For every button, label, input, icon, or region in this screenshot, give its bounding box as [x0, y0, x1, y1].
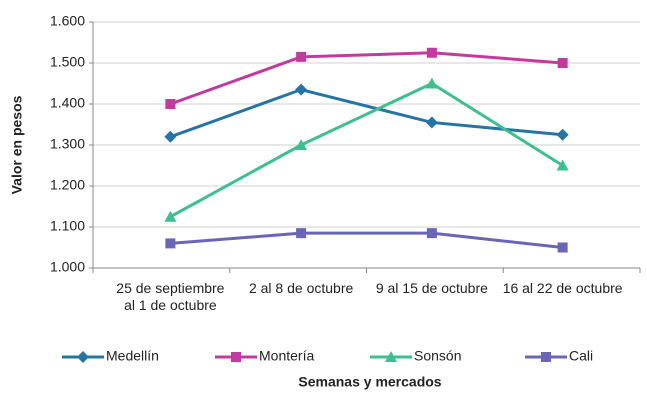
series-line: [169, 88, 563, 139]
marker: [296, 51, 307, 62]
marker: [165, 99, 176, 109]
marker: [165, 238, 176, 249]
y-axis-title: Valor en pesos: [9, 95, 25, 194]
marker: [425, 77, 438, 89]
marker: [556, 128, 569, 141]
marker: [164, 130, 177, 143]
x-tick-label: 16 al 22 de octubre: [502, 280, 623, 296]
y-tick-label: 1.300: [50, 136, 85, 152]
legend-label: Medellín: [106, 348, 159, 364]
marker: [426, 47, 437, 58]
y-tick-label: 1.400: [50, 95, 85, 111]
legend-label: Cali: [569, 348, 593, 364]
marker: [425, 116, 438, 129]
y-tick-label: 1.000: [50, 259, 85, 275]
marker: [296, 228, 307, 239]
y-tick-label: 1.200: [50, 177, 85, 193]
legend-label: Montería: [259, 348, 314, 364]
x-tick-label: 2 al 8 de octubre: [248, 280, 354, 296]
series-line: [170, 231, 563, 249]
x-tick-label: 9 al 15 de octubre: [375, 280, 488, 296]
x-axis-title: Semanas y mercados: [298, 374, 441, 390]
x-tick-label: 25 de septiembre al 1 de octubre: [116, 280, 225, 313]
marker: [557, 242, 568, 253]
marker: [541, 352, 551, 362]
marker: [426, 228, 437, 239]
marker: [557, 58, 568, 68]
marker: [385, 351, 397, 362]
marker: [556, 159, 569, 171]
marker: [77, 351, 89, 363]
y-tick-label: 1.600: [50, 13, 85, 29]
marker: [295, 139, 308, 150]
marker: [164, 210, 177, 222]
legend-label: Sonsón: [414, 348, 461, 364]
series-line: [169, 51, 563, 106]
marker: [295, 83, 308, 96]
y-tick-label: 1.100: [50, 218, 85, 234]
marker: [231, 352, 241, 362]
series-line: [169, 81, 564, 219]
y-tick-label: 1.500: [50, 54, 85, 70]
